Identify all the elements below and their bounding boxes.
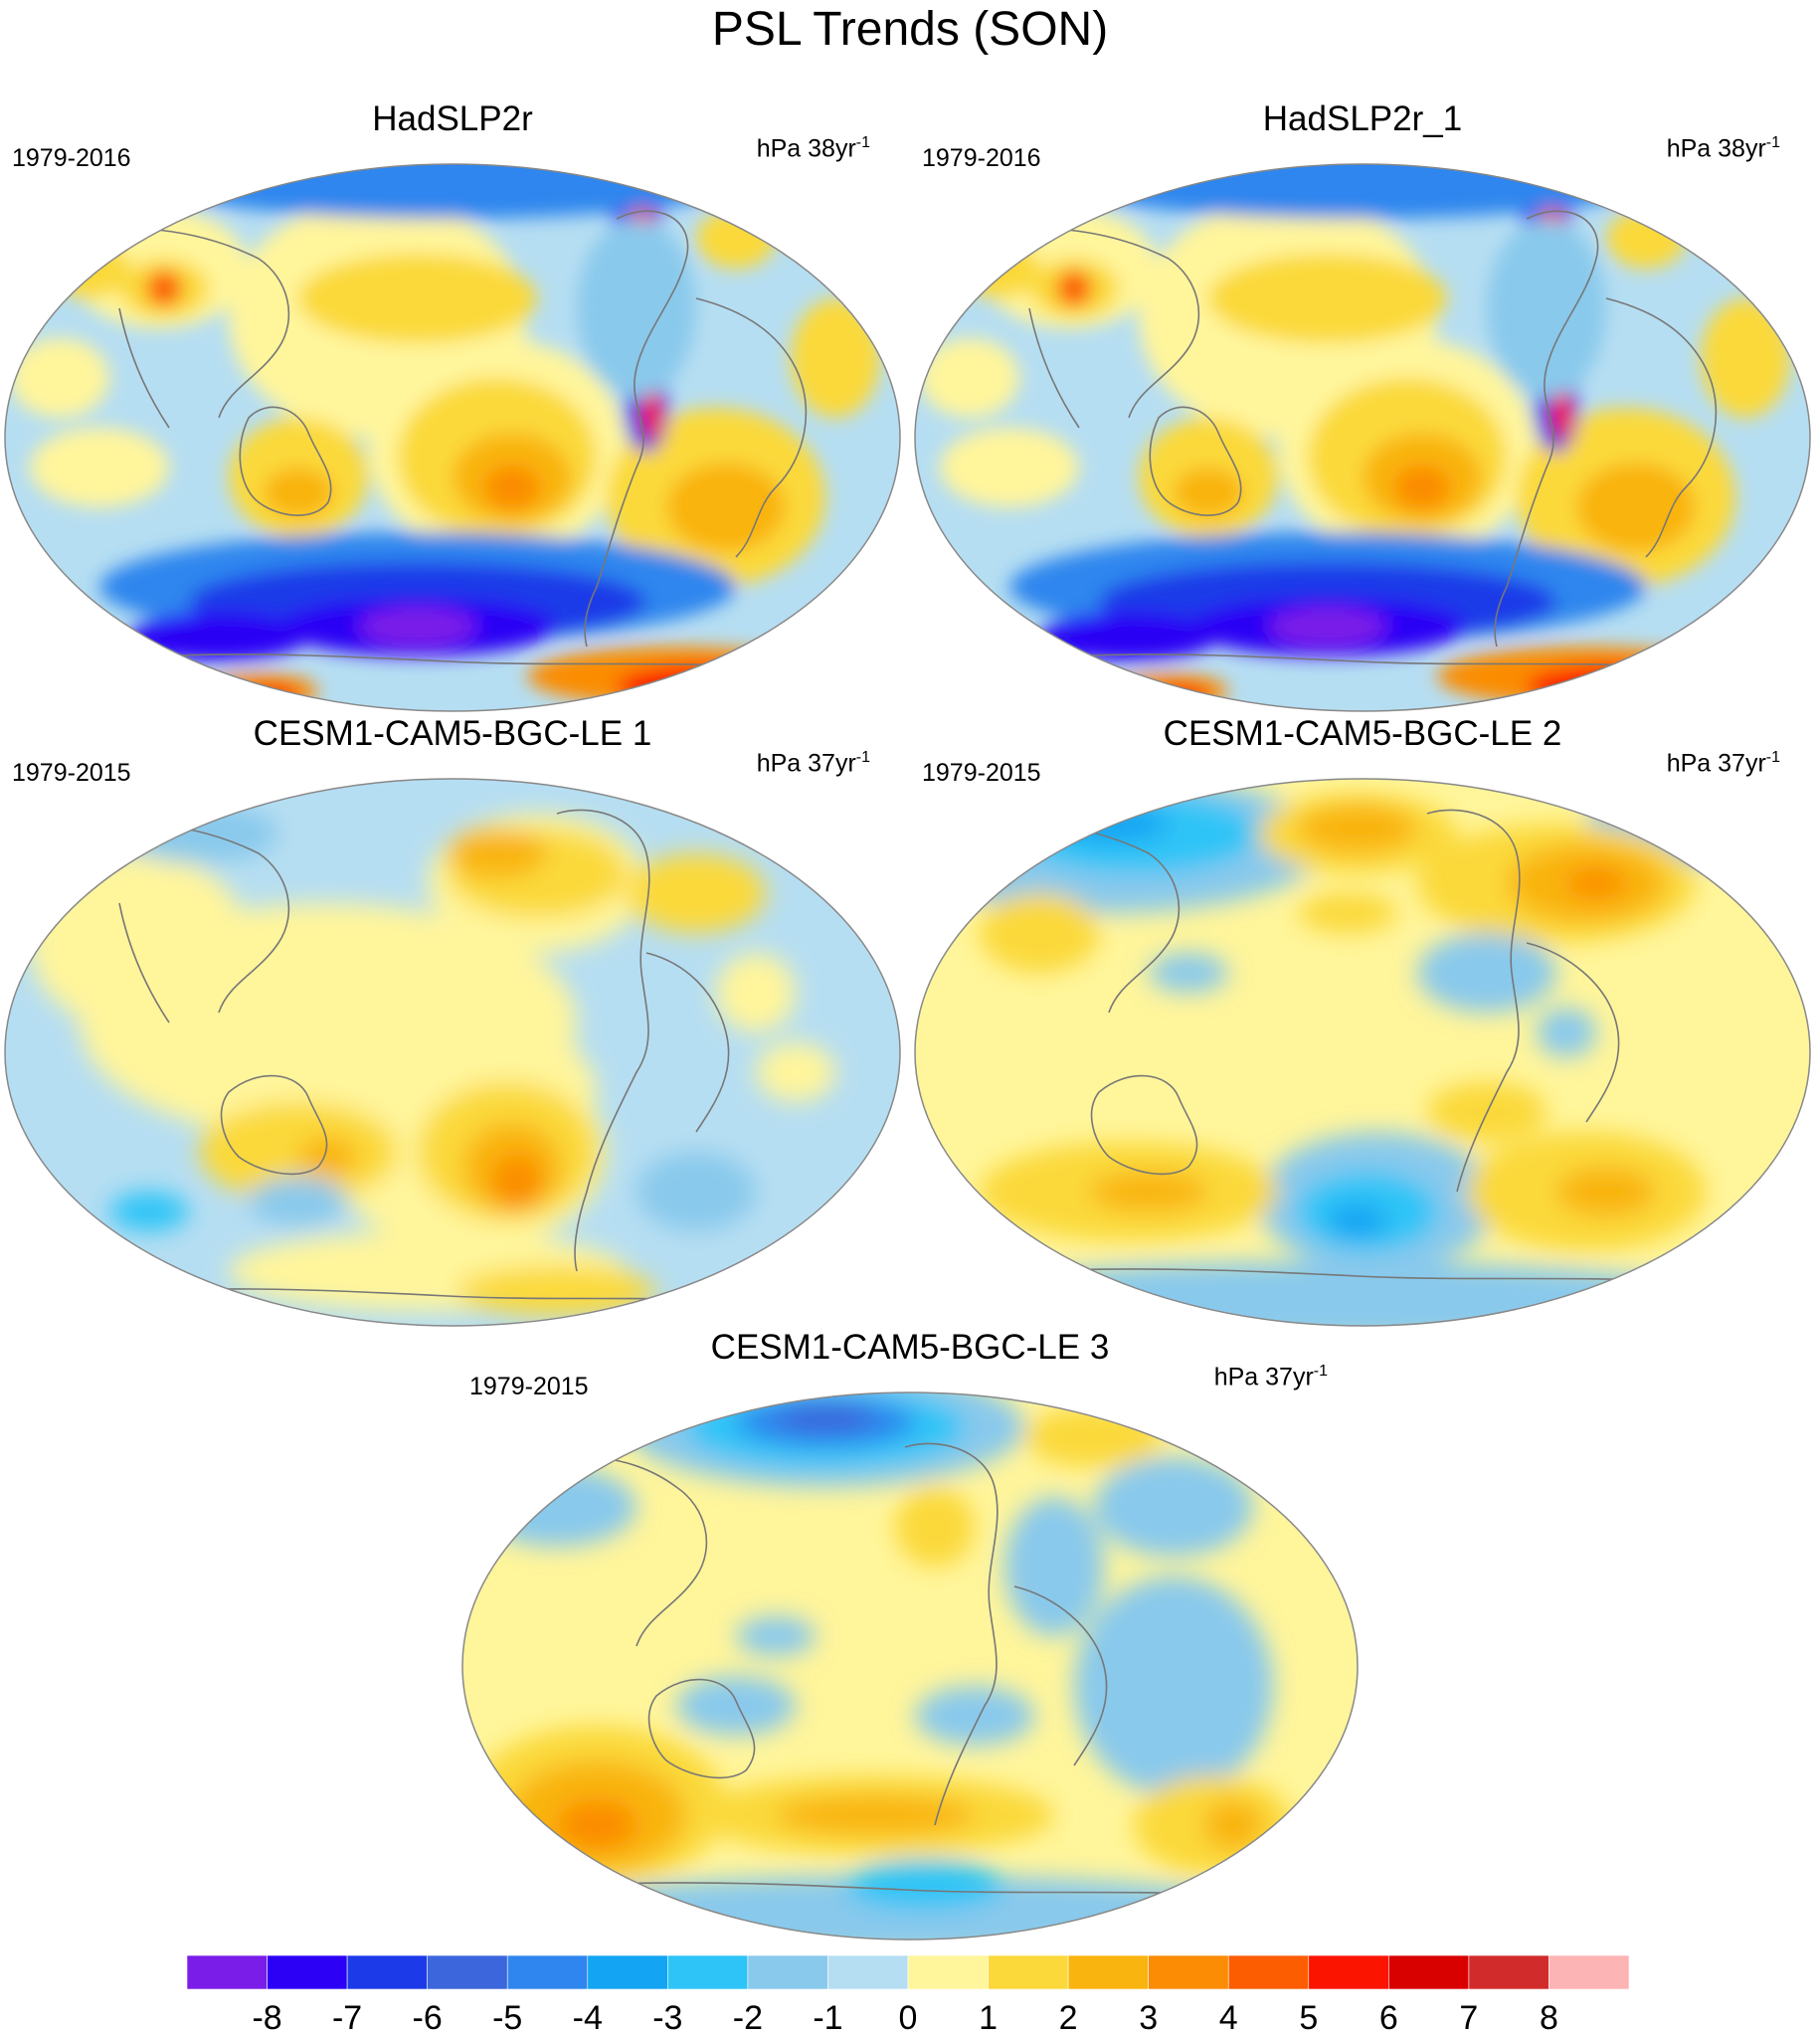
colorbar-box xyxy=(1227,1955,1310,1990)
panel-period: 1979-2016 xyxy=(12,144,131,172)
panel-title: CESM1-CAM5-BGC-LE 2 xyxy=(1163,714,1562,753)
colorbar-label: 6 xyxy=(1379,1999,1398,2035)
coastlines xyxy=(59,210,808,667)
colorbar-label: -2 xyxy=(733,1999,763,2035)
map-border xyxy=(4,778,901,1327)
colorbar-label: 1 xyxy=(979,1999,998,2035)
colorbar-label: -1 xyxy=(813,1999,842,2035)
colorbar-box xyxy=(506,1955,589,1990)
colorbar-boxes xyxy=(187,1955,1630,1990)
panel-cesm1-le-2: CESM1-CAM5-BGC-LE 2 1979-2015 hPa 37yr-1 xyxy=(910,714,1815,1331)
colorbar-label: -5 xyxy=(492,1999,522,2035)
trend-map xyxy=(914,778,1811,1327)
colorbar-label: 5 xyxy=(1299,1999,1318,2035)
map-border xyxy=(914,163,1811,712)
panel-hadslp2r-1: HadSLP2r_1 1979-2016 hPa 38yr-1 xyxy=(910,99,1815,716)
colorbar-box xyxy=(346,1955,428,1990)
figure-title: PSL Trends (SON) xyxy=(711,3,1109,56)
colorbar: -8 -7 -6 -5 -4 -3 -2 -1 0 1 2 3 4 5 6 7 8 xyxy=(187,1955,1630,2035)
colorbar-label: -3 xyxy=(652,1999,682,2035)
colorbar-label: -8 xyxy=(252,1999,281,2035)
panel-period: 1979-2016 xyxy=(922,144,1041,172)
trend-map xyxy=(4,163,901,712)
trend-map xyxy=(4,778,901,1327)
panel-units: hPa 37yr-1 xyxy=(756,749,870,778)
colorbar-box xyxy=(1067,1955,1149,1990)
colorbar-label: 0 xyxy=(899,1999,918,2035)
map-border xyxy=(461,1391,1359,1941)
colorbar-box xyxy=(267,1955,348,1990)
colorbar-box xyxy=(587,1955,668,1990)
panel-units: hPa 37yr-1 xyxy=(1213,1363,1328,1391)
colorbar-label: 2 xyxy=(1059,1999,1078,2035)
colorbar-label: -4 xyxy=(573,1999,603,2035)
colorbar-box xyxy=(988,1955,1069,1990)
colorbar-box xyxy=(1308,1955,1389,1990)
panel-title: CESM1-CAM5-BGC-LE 1 xyxy=(253,714,652,753)
colorbar-labels: -8 -7 -6 -5 -4 -3 -2 -1 0 1 2 3 4 5 6 7 8 xyxy=(252,1999,1557,2035)
panel-units: hPa 37yr-1 xyxy=(1666,749,1780,778)
trend-field xyxy=(30,804,835,1316)
colorbar-box xyxy=(667,1955,749,1990)
panel-cesm1-le-3: CESM1-CAM5-BGC-LE 3 1979-2015 hPa 37yr-1 xyxy=(457,1328,1363,1945)
colorbar-box xyxy=(1468,1955,1549,1990)
colorbar-label: -7 xyxy=(332,1999,362,2035)
panel-period: 1979-2015 xyxy=(922,759,1041,787)
map-border xyxy=(4,163,901,712)
map-border xyxy=(914,778,1811,1327)
trend-map xyxy=(914,163,1811,712)
panel-period: 1979-2015 xyxy=(12,759,131,787)
panel-title: HadSLP2r xyxy=(372,99,533,138)
colorbar-box xyxy=(1548,1955,1630,1990)
panel-title: CESM1-CAM5-BGC-LE 3 xyxy=(710,1328,1110,1367)
colorbar-box xyxy=(1388,1955,1470,1990)
colorbar-label: 7 xyxy=(1459,1999,1478,2035)
panel-hadslp2r: HadSLP2r 1979-2016 hPa 38yr-1 xyxy=(0,99,905,716)
colorbar-box xyxy=(747,1955,828,1990)
colorbar-box xyxy=(907,1955,989,1990)
panel-units: hPa 38yr-1 xyxy=(1666,134,1780,163)
colorbar-box xyxy=(1148,1955,1229,1990)
colorbar-box xyxy=(427,1955,508,1990)
colorbar-box xyxy=(187,1955,268,1990)
panel-period: 1979-2015 xyxy=(469,1373,589,1400)
colorbar-label: 8 xyxy=(1540,1999,1558,2035)
panel-title: HadSLP2r_1 xyxy=(1262,99,1463,138)
colorbar-label: 4 xyxy=(1219,1999,1238,2035)
colorbar-label: -6 xyxy=(413,1999,443,2035)
colorbar-label: 3 xyxy=(1139,1999,1158,2035)
colorbar-box xyxy=(827,1955,909,1990)
coastlines xyxy=(949,809,1687,1282)
trend-map xyxy=(461,1391,1359,1941)
panel-cesm1-le-1: CESM1-CAM5-BGC-LE 1 1979-2015 hPa 37yr-1 xyxy=(0,714,905,1331)
panel-units: hPa 38yr-1 xyxy=(756,134,870,163)
